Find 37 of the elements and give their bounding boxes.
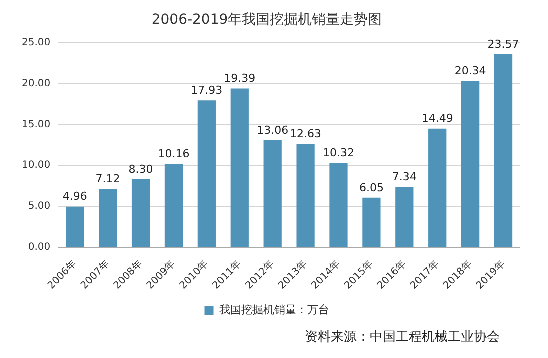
text: 资料来源：中国工程机械工业协会 [304, 329, 501, 346]
bar [396, 187, 414, 247]
data-label: 8.30 [128, 162, 154, 176]
y-tick-label: 5.00 [28, 201, 51, 212]
data-label: 20.34 [454, 64, 486, 78]
bar [494, 54, 513, 247]
bar [132, 180, 150, 247]
data-label: 17.93 [191, 84, 223, 98]
bar [462, 80, 480, 247]
bar [428, 128, 447, 247]
bar [164, 164, 184, 247]
y-tick-label: 25.00 [22, 37, 51, 48]
bar [99, 189, 118, 247]
data-label: 14.49 [422, 112, 454, 126]
data-label: 4.96 [62, 190, 88, 204]
data-label: 23.57 [488, 38, 520, 51]
data-label: 12.63 [290, 127, 322, 140]
y-tick-label: 15.00 [22, 119, 51, 130]
bar [198, 100, 216, 247]
data-label: 7.12 [96, 172, 120, 186]
chart-title: 2006-2019年我国挖掘机销量走势图 [152, 12, 382, 28]
bar [296, 144, 315, 247]
bar [362, 198, 381, 247]
bar [66, 206, 84, 247]
data-label: 6.05 [359, 181, 384, 194]
data-label: 7.34 [392, 170, 417, 184]
bar [230, 88, 249, 247]
data-label: 10.32 [322, 146, 354, 160]
data-label: 10.16 [158, 148, 190, 161]
y-tick-label: 10.00 [22, 160, 51, 172]
y-tick-label: 0.00 [28, 242, 51, 254]
bar [330, 162, 348, 247]
data-label: 19.39 [224, 72, 256, 86]
legend-label: 我国挖掘机销量：万台 [219, 303, 330, 316]
data-label: 13.06 [257, 124, 289, 137]
bar [264, 140, 282, 247]
y-tick-label: 20.00 [22, 78, 51, 90]
